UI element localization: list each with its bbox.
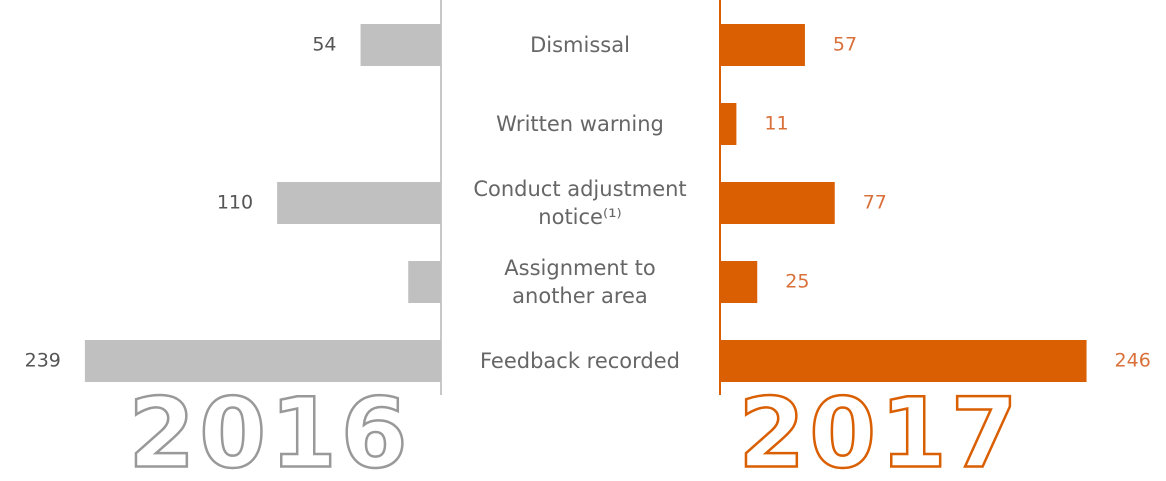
bar (720, 261, 758, 303)
value-label: 54 (312, 34, 336, 56)
value-label: 77 (863, 192, 887, 214)
category-label: Dismissal (530, 33, 630, 57)
value-label: 110 (217, 192, 253, 214)
category-label: Feedback recorded (479, 349, 680, 373)
category-label: Conduct adjustment notice⁽¹⁾ (473, 177, 687, 229)
value-label: 246 (1115, 350, 1151, 372)
bar (277, 182, 441, 224)
bar (720, 182, 835, 224)
year-label: 2017 (738, 377, 1021, 481)
value-label: 57 (833, 34, 857, 56)
bar (84, 340, 441, 382)
bar (720, 24, 805, 66)
bar (720, 340, 1087, 382)
category-label: Assignment to another area (504, 256, 656, 308)
value-label: 239 (25, 350, 61, 372)
value-label: 25 (785, 271, 809, 293)
category-label: Written warning (496, 112, 664, 136)
bar (408, 261, 441, 303)
bar (360, 24, 441, 66)
value-label: 11 (764, 113, 788, 135)
bar (720, 103, 737, 145)
year-label: 2016 (128, 377, 411, 481)
